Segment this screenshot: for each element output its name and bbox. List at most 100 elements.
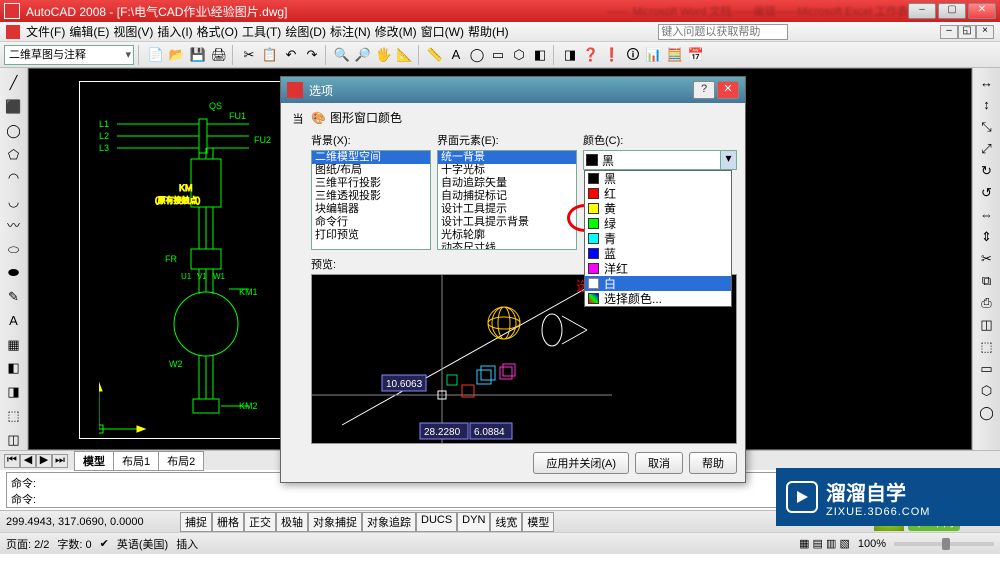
mdi-restore-button[interactable]: ◱ bbox=[958, 25, 976, 39]
list-item[interactable]: 设计工具提示背景 bbox=[438, 216, 576, 229]
menu-modify[interactable]: 修改(M) bbox=[375, 23, 417, 40]
tab-model[interactable]: 模型 bbox=[74, 451, 114, 471]
toolbar-button-15[interactable]: ▭ bbox=[488, 45, 508, 65]
color-option[interactable]: 红 bbox=[585, 186, 731, 201]
toolbar-button-8[interactable]: 🔍 bbox=[332, 45, 352, 65]
status-toggle-6[interactable]: DUCS bbox=[416, 512, 457, 532]
menu-draw[interactable]: 绘图(D) bbox=[285, 23, 326, 40]
color-option[interactable]: 选择颜色... bbox=[585, 291, 731, 306]
toolbar-button-19[interactable]: ❓ bbox=[581, 45, 601, 65]
draw-tool-8[interactable]: ⬬ bbox=[3, 262, 25, 284]
list-item[interactable]: 自动追踪矢量 bbox=[438, 177, 576, 190]
draw-tool-12[interactable]: ◧ bbox=[3, 357, 25, 379]
modify-tool-5[interactable]: ↺ bbox=[977, 182, 997, 202]
toolbar-button-12[interactable]: 📏 bbox=[425, 45, 445, 65]
list-item[interactable]: 打印预览 bbox=[312, 229, 430, 242]
list-item[interactable]: 设计工具提示 bbox=[438, 203, 576, 216]
tab-nav-next[interactable]: ▶ bbox=[36, 454, 52, 468]
status-toggle-4[interactable]: 对象捕捉 bbox=[308, 512, 362, 532]
draw-tool-13[interactable]: ◨ bbox=[3, 381, 25, 403]
mdi-close-button[interactable]: × bbox=[976, 25, 994, 39]
draw-tool-1[interactable]: ⬛ bbox=[3, 96, 25, 118]
apply-close-button[interactable]: 应用并关闭(A) bbox=[533, 452, 629, 474]
modify-tool-11[interactable]: ◫ bbox=[977, 314, 997, 334]
color-option[interactable]: 白 bbox=[585, 276, 731, 291]
tab-nav-last[interactable]: ⏭ bbox=[52, 454, 68, 468]
menu-format[interactable]: 格式(O) bbox=[197, 23, 238, 40]
modify-tool-14[interactable]: ⬡ bbox=[977, 380, 997, 400]
modify-tool-9[interactable]: ⧉ bbox=[977, 270, 997, 290]
toolbar-button-24[interactable]: 📅 bbox=[686, 45, 706, 65]
toolbar-button-10[interactable]: 🖐 bbox=[374, 45, 394, 65]
toolbar-button-20[interactable]: ❗ bbox=[602, 45, 622, 65]
draw-tool-3[interactable]: ⬠ bbox=[3, 143, 25, 165]
zoom-level[interactable]: 100% bbox=[858, 538, 886, 550]
status-toggle-1[interactable]: 栅格 bbox=[212, 512, 244, 532]
tab-nav-first[interactable]: ⏮ bbox=[4, 454, 20, 468]
modify-tool-1[interactable]: ↕ bbox=[977, 94, 997, 114]
toolbar-button-7[interactable]: ↷ bbox=[302, 45, 322, 65]
status-toggle-7[interactable]: DYN bbox=[457, 512, 490, 532]
toolbar-button-13[interactable]: A bbox=[446, 45, 466, 65]
list-item[interactable]: 三维平行投影 bbox=[312, 177, 430, 190]
menu-dimension[interactable]: 标注(N) bbox=[330, 23, 371, 40]
draw-tool-6[interactable]: 〰 bbox=[3, 215, 25, 237]
modify-tool-7[interactable]: ⇕ bbox=[977, 226, 997, 246]
close-button[interactable]: ✕ bbox=[968, 3, 996, 19]
tab-layout2[interactable]: 布局2 bbox=[158, 451, 204, 471]
status-toggle-5[interactable]: 对象追踪 bbox=[362, 512, 416, 532]
maximize-button[interactable]: ▢ bbox=[938, 3, 966, 19]
list-item[interactable]: 图纸/布局 bbox=[312, 164, 430, 177]
toolbar-button-16[interactable]: ⬡ bbox=[509, 45, 529, 65]
menu-help[interactable]: 帮助(H) bbox=[468, 23, 509, 40]
status-toggle-0[interactable]: 捕捉 bbox=[180, 512, 212, 532]
toolbar-button-14[interactable]: ◯ bbox=[467, 45, 487, 65]
toolbar-button-18[interactable]: ◨ bbox=[560, 45, 580, 65]
modify-tool-6[interactable]: ⇔ bbox=[977, 204, 997, 224]
toolbar-button-5[interactable]: 📋 bbox=[260, 45, 280, 65]
color-combo[interactable]: 黑 ▾ 黑红黄绿青蓝洋红白选择颜色... bbox=[583, 150, 737, 170]
toolbar-button-22[interactable]: 📊 bbox=[644, 45, 664, 65]
toolbar-button-3[interactable]: 🖨 bbox=[209, 45, 229, 65]
toolbar-button-21[interactable]: 🛈 bbox=[623, 45, 643, 65]
minimize-button[interactable]: – bbox=[908, 3, 936, 19]
color-option[interactable]: 洋红 bbox=[585, 261, 731, 276]
status-toggle-9[interactable]: 模型 bbox=[522, 512, 554, 532]
zoom-slider[interactable] bbox=[894, 542, 994, 546]
menu-insert[interactable]: 插入(I) bbox=[157, 23, 192, 40]
draw-tool-14[interactable]: ⬚ bbox=[3, 405, 25, 427]
color-dropdown-button[interactable]: ▾ bbox=[720, 151, 736, 169]
context-listbox[interactable]: 二维模型空间图纸/布局三维平行投影三维透视投影块编辑器命令行打印预览 bbox=[311, 150, 431, 250]
toolbar-button-23[interactable]: 🧮 bbox=[665, 45, 685, 65]
tab-layout1[interactable]: 布局1 bbox=[113, 451, 159, 471]
view-buttons[interactable]: ▦ ▤ ▥ ▧ bbox=[799, 537, 850, 550]
dialog-close-button[interactable]: ✕ bbox=[717, 81, 739, 99]
color-option[interactable]: 黑 bbox=[585, 171, 731, 186]
list-item[interactable]: 十字光标 bbox=[438, 164, 576, 177]
menu-file[interactable]: 文件(F) bbox=[26, 23, 65, 40]
proofing-icon[interactable]: ✔ bbox=[100, 537, 109, 550]
toolbar-button-0[interactable]: 📄 bbox=[146, 45, 166, 65]
toolbar-button-17[interactable]: ◧ bbox=[530, 45, 550, 65]
insert-mode[interactable]: 插入 bbox=[176, 536, 198, 552]
menu-view[interactable]: 视图(V) bbox=[113, 23, 153, 40]
toolbar-button-9[interactable]: 🔎 bbox=[353, 45, 373, 65]
list-item[interactable]: 命令行 bbox=[312, 216, 430, 229]
color-option[interactable]: 蓝 bbox=[585, 246, 731, 261]
list-item[interactable]: 自动捕捉标记 bbox=[438, 190, 576, 203]
menu-window[interactable]: 窗口(W) bbox=[421, 23, 464, 40]
toolbar-button-1[interactable]: 📂 bbox=[167, 45, 187, 65]
dialog-titlebar[interactable]: 选项 ? ✕ bbox=[281, 77, 745, 103]
status-toggle-2[interactable]: 正交 bbox=[244, 512, 276, 532]
list-item[interactable]: 动态尺寸线 bbox=[438, 242, 576, 250]
modify-tool-10[interactable]: ⎙ bbox=[977, 292, 997, 312]
toolbar-button-4[interactable]: ✂ bbox=[239, 45, 259, 65]
list-item[interactable]: 三维透视投影 bbox=[312, 190, 430, 203]
draw-tool-0[interactable]: ╱ bbox=[3, 72, 25, 94]
modify-tool-8[interactable]: ✂ bbox=[977, 248, 997, 268]
draw-tool-11[interactable]: ▦ bbox=[3, 333, 25, 355]
draw-tool-10[interactable]: A bbox=[3, 310, 25, 332]
help-button[interactable]: 帮助 bbox=[689, 452, 737, 474]
status-toggle-8[interactable]: 线宽 bbox=[490, 512, 522, 532]
list-item[interactable]: 块编辑器 bbox=[312, 203, 430, 216]
